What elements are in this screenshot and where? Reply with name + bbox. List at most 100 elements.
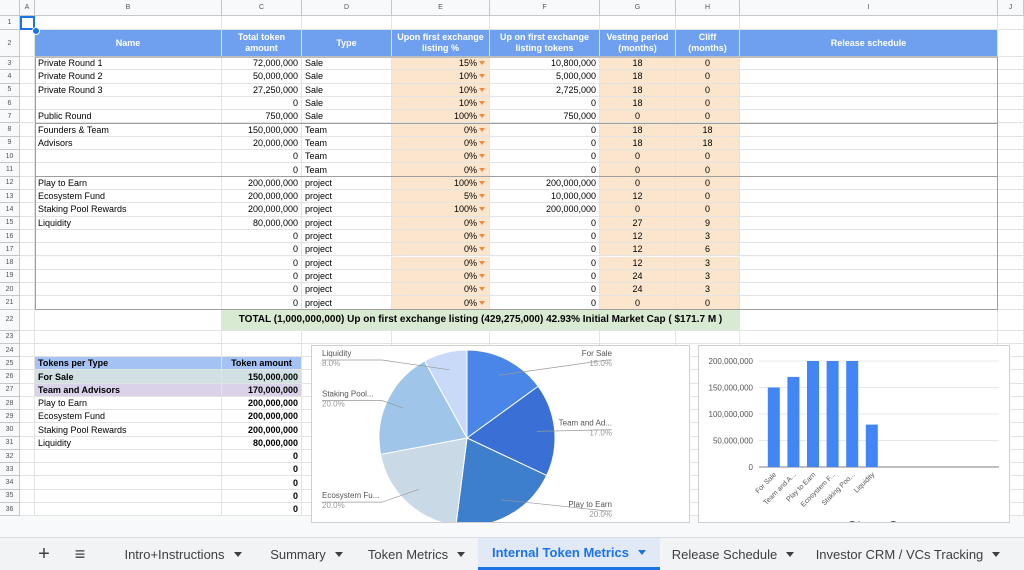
cell[interactable]: Play to Earn (35, 176, 222, 190)
row-header[interactable]: 30 (0, 423, 20, 437)
cell[interactable]: Sale (302, 110, 392, 124)
column-header[interactable]: B (35, 0, 222, 16)
table-header-cell[interactable]: Upon first exchange listing % (392, 30, 490, 57)
summary-cell[interactable] (35, 502, 222, 517)
tab-menu-caret[interactable] (334, 551, 343, 557)
cell[interactable]: 0 (676, 83, 740, 97)
cell[interactable]: 9 (676, 216, 740, 230)
sheet-tab[interactable]: Summary (258, 538, 355, 570)
cell[interactable]: 12 (600, 229, 676, 244)
dropdown-indicator[interactable] (479, 180, 485, 185)
cell[interactable] (222, 16, 302, 30)
dropdown-indicator[interactable] (479, 287, 485, 292)
cell[interactable] (392, 16, 490, 30)
cell[interactable] (20, 502, 35, 517)
tab-menu-caret[interactable] (233, 551, 242, 557)
cell[interactable] (740, 176, 998, 190)
cell[interactable]: 0% (392, 229, 490, 244)
bar-chart[interactable]: 0 50,000,000 100,000,000 150,000,000 200,000… (698, 345, 1010, 523)
cell[interactable] (35, 150, 222, 164)
cell[interactable] (20, 163, 35, 177)
row-header[interactable]: 6 (0, 96, 20, 111)
tab-menu-caret[interactable] (457, 551, 466, 557)
cell[interactable] (20, 476, 35, 490)
column-header[interactable]: H (676, 0, 740, 16)
row-header[interactable]: 27 (0, 383, 20, 397)
row-header[interactable]: 8 (0, 123, 20, 137)
dropdown-indicator[interactable] (479, 167, 485, 172)
cell[interactable] (740, 216, 998, 230)
cell[interactable]: 0 (676, 70, 740, 84)
cell[interactable] (20, 396, 35, 411)
cell[interactable] (740, 229, 998, 244)
cell[interactable] (490, 330, 600, 344)
row-header[interactable]: 25 (0, 357, 20, 371)
cell[interactable]: 0 (490, 216, 600, 230)
cell[interactable] (20, 123, 35, 137)
cell[interactable] (998, 256, 1024, 270)
cell[interactable] (20, 296, 35, 310)
cell[interactable] (740, 136, 998, 151)
cell[interactable] (20, 176, 35, 190)
cell[interactable]: 0 (676, 110, 740, 124)
cell[interactable] (20, 83, 35, 97)
dropdown-indicator[interactable] (479, 140, 485, 145)
cell[interactable]: 27,250,000 (222, 83, 302, 97)
sheet-tab[interactable]: Investor CRM / VCs Tracking (806, 538, 1010, 570)
dropdown-indicator[interactable] (479, 61, 485, 66)
cell[interactable]: 150,000,000 (222, 123, 302, 137)
cell[interactable]: Public Round (35, 110, 222, 124)
cell[interactable]: project (302, 296, 392, 310)
cell[interactable]: 6 (676, 243, 740, 257)
row-header[interactable]: 21 (0, 296, 20, 310)
dropdown-indicator[interactable] (479, 74, 485, 79)
cell[interactable]: 0 (490, 283, 600, 297)
cell[interactable]: 0 (600, 203, 676, 217)
row-header[interactable]: 19 (0, 269, 20, 284)
cell[interactable]: 0% (392, 269, 490, 284)
row-header[interactable]: 35 (0, 489, 20, 503)
summary-cell[interactable]: For Sale (35, 370, 222, 384)
cell[interactable]: 12 (600, 256, 676, 270)
summary-cell[interactable] (35, 489, 222, 503)
dropdown-indicator[interactable] (479, 273, 485, 278)
cell[interactable] (998, 190, 1024, 204)
cell[interactable]: 0% (392, 243, 490, 257)
cell[interactable] (740, 150, 998, 164)
table-header-cell[interactable]: Cliff (months) (676, 30, 740, 57)
cell[interactable] (20, 136, 35, 151)
cell[interactable]: 0% (392, 136, 490, 151)
row-header[interactable]: 31 (0, 436, 20, 450)
cell[interactable] (998, 70, 1024, 84)
cell[interactable]: 10% (392, 83, 490, 97)
cell[interactable] (740, 163, 998, 177)
summary-cell[interactable]: 80,000,000 (222, 436, 302, 450)
cell[interactable]: Private Round 3 (35, 83, 222, 97)
cell[interactable]: 0% (392, 150, 490, 164)
cell[interactable]: Team (302, 123, 392, 137)
summary-cell[interactable]: Liquidity (35, 436, 222, 450)
cell[interactable]: 750,000 (490, 110, 600, 124)
cell[interactable]: 3 (676, 269, 740, 284)
row-header[interactable]: 14 (0, 203, 20, 217)
cell[interactable] (35, 256, 222, 270)
cell[interactable]: Founders & Team (35, 123, 222, 137)
cell[interactable]: 0 (490, 269, 600, 284)
column-header[interactable]: D (302, 0, 392, 16)
summary-cell[interactable]: 150,000,000 (222, 370, 302, 384)
column-header[interactable]: I (740, 0, 998, 16)
cell[interactable]: 3 (676, 229, 740, 244)
cell[interactable]: 18 (600, 57, 676, 71)
cell[interactable]: project (302, 229, 392, 244)
row-header[interactable]: 5 (0, 83, 20, 97)
summary-cell[interactable] (35, 476, 222, 490)
cell[interactable] (20, 269, 35, 284)
row-header[interactable]: 24 (0, 343, 20, 358)
cell[interactable] (20, 343, 35, 358)
selection-handle[interactable] (32, 27, 40, 35)
row-header[interactable]: 3 (0, 57, 20, 71)
cell[interactable]: 0 (222, 163, 302, 177)
cell[interactable]: 0 (676, 203, 740, 217)
cell[interactable]: 0 (600, 110, 676, 124)
cell[interactable]: project (302, 176, 392, 190)
